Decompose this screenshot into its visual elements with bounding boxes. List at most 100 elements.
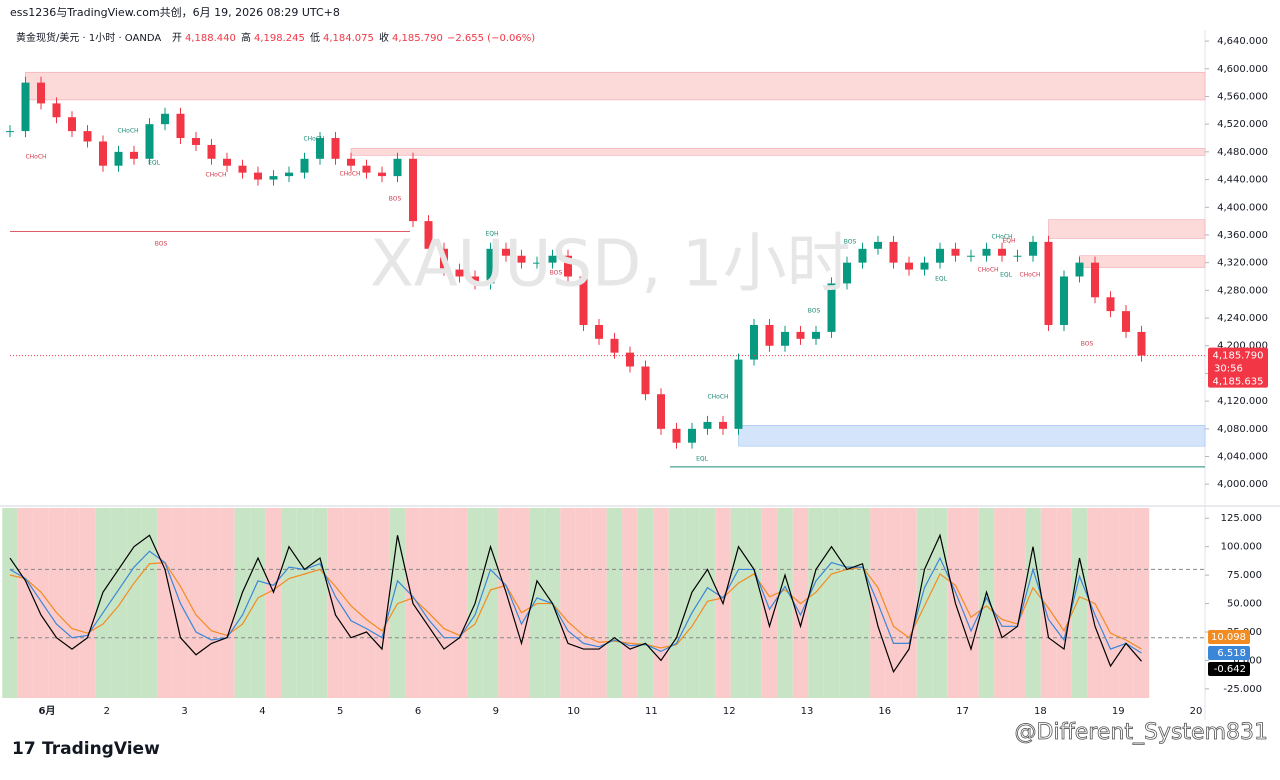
y-tick-label: 100.000 bbox=[1221, 542, 1262, 553]
candle bbox=[1044, 241, 1053, 325]
annotation: BOS bbox=[155, 241, 168, 248]
candle bbox=[812, 331, 820, 339]
regime-band bbox=[1118, 508, 1134, 698]
regime-band bbox=[854, 508, 871, 698]
candle bbox=[99, 141, 107, 166]
regime-band bbox=[1025, 508, 1041, 698]
ohlc-legend: 黄金现货/美元 · 1小时 · OANDA 开 4,188.440 高 4,19… bbox=[16, 31, 535, 44]
candle bbox=[905, 262, 913, 270]
candle bbox=[967, 255, 975, 257]
candle bbox=[192, 138, 200, 145]
y-tick-label: 4,360.000 bbox=[1217, 230, 1268, 241]
symbol: 黄金现货/美元 · 1小时 · OANDA bbox=[16, 31, 161, 44]
regime-band bbox=[560, 508, 576, 698]
regime-band bbox=[808, 508, 824, 698]
regime-band bbox=[312, 508, 328, 698]
candle bbox=[409, 158, 417, 222]
regime-band bbox=[1056, 508, 1072, 698]
candle bbox=[393, 158, 402, 177]
candle bbox=[486, 248, 495, 284]
x-tick-label: 6 bbox=[415, 706, 421, 717]
footer: 17 TradingView @Different_System831 bbox=[12, 720, 1268, 759]
regime-band bbox=[79, 508, 96, 698]
candle bbox=[1013, 255, 1022, 257]
candle bbox=[765, 324, 774, 346]
zone bbox=[25, 71, 1206, 101]
candle bbox=[750, 324, 758, 360]
value-tag bbox=[1208, 662, 1250, 676]
candle bbox=[672, 428, 681, 443]
candle bbox=[362, 165, 371, 173]
price-tag bbox=[1208, 347, 1268, 388]
candle bbox=[83, 131, 92, 142]
candle bbox=[703, 421, 712, 429]
regime-band bbox=[746, 508, 762, 698]
regime-band bbox=[1133, 508, 1150, 698]
regime-band bbox=[17, 508, 34, 698]
candle bbox=[130, 151, 138, 159]
annotation: CHoCH bbox=[1019, 272, 1040, 279]
regime-band bbox=[2, 508, 18, 698]
candle bbox=[858, 248, 867, 263]
x-tick-label: 13 bbox=[801, 706, 814, 717]
y-tick-label: 0.000 bbox=[1233, 655, 1262, 666]
y-tick-label: 4,040.000 bbox=[1217, 452, 1268, 463]
candle bbox=[37, 82, 45, 104]
y-tick-label: 4,560.000 bbox=[1217, 91, 1268, 102]
regime-band bbox=[1009, 508, 1026, 698]
candle bbox=[1106, 297, 1115, 312]
candle bbox=[347, 158, 355, 166]
annotation: EQL bbox=[935, 276, 948, 283]
x-tick-label: 9 bbox=[493, 706, 499, 717]
regime-band bbox=[777, 508, 793, 698]
y-tick-label: 4,400.000 bbox=[1217, 202, 1268, 213]
candle bbox=[269, 176, 278, 180]
x-tick-label: 20 bbox=[1190, 706, 1203, 717]
open-label: 开 bbox=[172, 33, 182, 44]
x-tick-label: 19 bbox=[1112, 706, 1125, 717]
countdown: 30:56 bbox=[1214, 364, 1243, 375]
regime-band bbox=[761, 508, 778, 698]
candle bbox=[874, 241, 882, 249]
high-label: 高 bbox=[241, 31, 251, 44]
y-tick-label: 4,520.000 bbox=[1217, 119, 1268, 130]
annotation: EQH bbox=[1002, 238, 1015, 245]
annotation: BOS bbox=[550, 270, 563, 277]
y-tick-label: 4,200.000 bbox=[1217, 341, 1268, 352]
regime-band bbox=[33, 508, 49, 698]
value-tag bbox=[1208, 630, 1250, 644]
y-tick-label: 4,080.000 bbox=[1217, 424, 1268, 435]
oscillator-line bbox=[9, 550, 1142, 654]
candle bbox=[796, 331, 805, 339]
regime-band bbox=[296, 508, 313, 698]
regime-band bbox=[978, 508, 995, 698]
regime-band bbox=[513, 508, 530, 698]
candle bbox=[517, 255, 526, 263]
x-tick-label: 16 bbox=[878, 706, 891, 717]
zone bbox=[738, 425, 1206, 447]
low: 4,184.075 bbox=[323, 33, 374, 44]
candle bbox=[827, 283, 836, 332]
regime-band bbox=[498, 508, 514, 698]
candle bbox=[238, 165, 247, 173]
annotation: CHoCH bbox=[25, 154, 46, 161]
x-tick-label: 18 bbox=[1034, 706, 1047, 717]
regime-band bbox=[126, 508, 142, 698]
regime-band bbox=[606, 508, 623, 698]
annotation: CHoCH bbox=[707, 394, 728, 401]
regime-band bbox=[591, 508, 607, 698]
candle bbox=[502, 248, 510, 256]
annotation: EQL bbox=[696, 456, 709, 463]
candle bbox=[471, 276, 479, 284]
watermark: XAUUSD, 1小时 bbox=[370, 228, 851, 302]
credit: @Different_System831 bbox=[1015, 720, 1268, 745]
candle bbox=[548, 255, 557, 263]
regime-band bbox=[699, 508, 716, 698]
price-label: 4,185.790 bbox=[1213, 351, 1264, 362]
y-tick-label: 4,640.000 bbox=[1217, 36, 1268, 47]
regime-band bbox=[188, 508, 204, 698]
candle bbox=[331, 138, 340, 159]
annotation: CHoCH bbox=[205, 172, 226, 179]
annotation: CHoCH bbox=[991, 234, 1012, 241]
